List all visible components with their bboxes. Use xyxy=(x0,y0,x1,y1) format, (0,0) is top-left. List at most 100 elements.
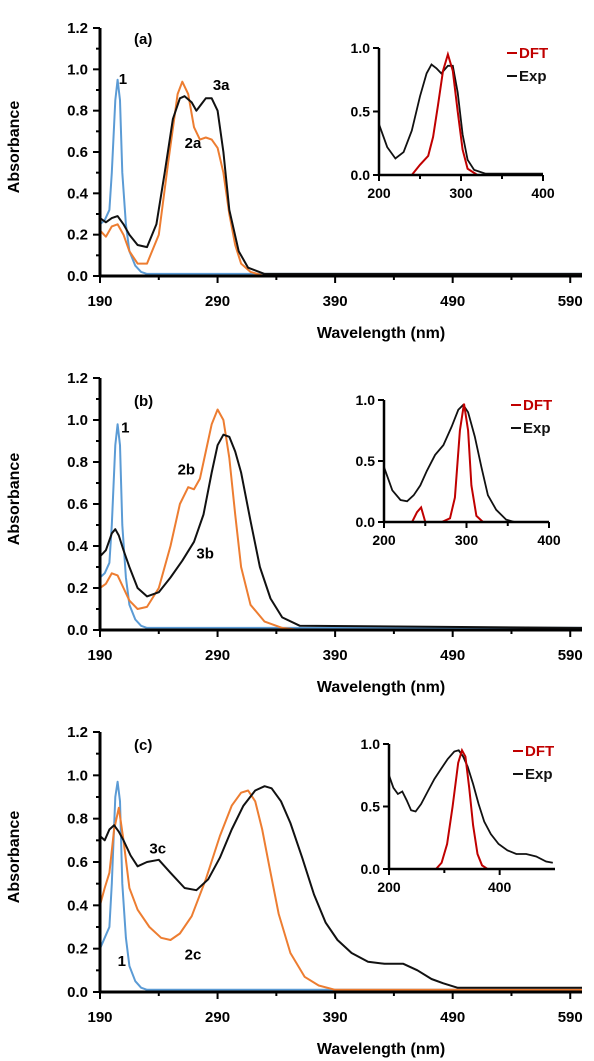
y-tick-label: 0.2 xyxy=(67,227,88,244)
x-axis-label: Wavelength (nm) xyxy=(317,325,445,342)
inset-y-tick-label: 0.0 xyxy=(361,861,381,877)
series-label-2b: 2b xyxy=(178,462,196,479)
panel-b: 1 2b 3b 0.0 0.2 0.4 0.6 0.8 1.0 1.2 190 290 390 490 59… xyxy=(6,370,583,696)
inset-x-tick-label: 300 xyxy=(455,532,479,548)
x-tick-label: 590 xyxy=(558,647,583,664)
y-tick-label: 1.0 xyxy=(67,412,88,429)
inset-x-tick-label: 400 xyxy=(537,532,561,548)
x-tick-label: 590 xyxy=(558,293,583,310)
x-tick-label: 290 xyxy=(205,293,230,310)
x-axis-label: Wavelength (nm) xyxy=(317,1041,445,1058)
x-tick-label: 290 xyxy=(205,1009,230,1026)
series-line-1 xyxy=(99,423,582,629)
legend-label-dft: DFT xyxy=(523,397,552,414)
inset-dft-line xyxy=(379,50,543,176)
y-tick-label: 0.6 xyxy=(67,144,88,161)
y-tick-label: 1.2 xyxy=(67,724,88,741)
x-tick-label: 190 xyxy=(87,647,112,664)
x-tick-label: 390 xyxy=(323,647,348,664)
y-tick-label: 0.0 xyxy=(67,622,88,639)
legend-label-exp: Exp xyxy=(525,766,553,783)
inset-exp-line xyxy=(388,749,553,864)
series-line-1 xyxy=(99,78,582,275)
series-line-1 xyxy=(99,780,582,991)
x-tick-label: 490 xyxy=(440,293,465,310)
y-tick-label: 0.2 xyxy=(67,580,88,597)
x-tick-label: 590 xyxy=(558,1009,583,1026)
inset-chart: 0.0 0.5 1.0 200 300 400 DFT Exp xyxy=(351,40,555,201)
inset-x-tick-label: 400 xyxy=(531,185,555,201)
inset-y-tick-label: 0.5 xyxy=(351,104,371,120)
x-tick-label: 490 xyxy=(440,647,465,664)
x-tick-label: 190 xyxy=(87,1009,112,1026)
series-label-1: 1 xyxy=(118,953,126,970)
inset-y-tick-label: 1.0 xyxy=(361,736,381,752)
inset-x-tick-label: 200 xyxy=(377,879,401,895)
inset-exp-line xyxy=(383,403,515,523)
series-label-3c: 3c xyxy=(149,840,166,857)
series-label-1: 1 xyxy=(119,71,127,88)
y-tick-label: 0.6 xyxy=(67,854,88,871)
series-label-2a: 2a xyxy=(185,135,202,152)
inset-y-tick-label: 0.0 xyxy=(356,514,376,530)
panel-label: (b) xyxy=(134,393,153,410)
inset-chart: 0.0 0.5 1.0 200 400 DFT Exp xyxy=(361,736,555,895)
x-tick-label: 490 xyxy=(440,1009,465,1026)
y-tick-label: 1.2 xyxy=(67,370,88,387)
panel-a: 1 2a 3a 0.0 0.2 0.4 0.6 0.8 1.0 1.2 190 290 390 490 59… xyxy=(6,20,583,342)
y-tick-label: 1.2 xyxy=(67,20,88,37)
series-line-2b xyxy=(99,408,582,631)
x-tick-label: 390 xyxy=(323,1009,348,1026)
y-tick-label: 0.8 xyxy=(67,103,88,120)
y-tick-label: 0.0 xyxy=(67,984,88,1001)
inset-x-tick-label: 400 xyxy=(488,879,512,895)
y-tick-label: 0.6 xyxy=(67,496,88,513)
inset-y-tick-label: 0.5 xyxy=(356,453,376,469)
series-label-2c: 2c xyxy=(185,947,202,964)
legend-label-dft: DFT xyxy=(525,743,554,760)
x-axis-label: Wavelength (nm) xyxy=(317,679,445,696)
x-tick-label: 390 xyxy=(323,293,348,310)
inset-x-tick-label: 300 xyxy=(449,185,473,201)
y-tick-label: 0.8 xyxy=(67,454,88,471)
inset-dft-line xyxy=(384,403,549,523)
series-label-3b: 3b xyxy=(196,546,214,563)
inset-legend: DFT Exp xyxy=(511,397,552,437)
inset-chart: 0.0 0.5 1.0 200 300 400 DFT Exp xyxy=(356,392,561,548)
y-tick-label: 0.0 xyxy=(67,268,88,285)
x-tick-label: 290 xyxy=(205,647,230,664)
y-axis-label: Absorbance xyxy=(6,453,23,546)
series-line-3b xyxy=(99,433,583,629)
series-line-2a xyxy=(99,80,582,277)
series-line-2c xyxy=(99,789,582,991)
panel-label: (a) xyxy=(134,31,152,48)
y-tick-label: 1.0 xyxy=(67,767,88,784)
y-axis-label: Absorbance xyxy=(6,101,23,194)
inset-y-tick-label: 1.0 xyxy=(351,40,371,56)
series-label-1: 1 xyxy=(121,420,129,437)
panel-label: (c) xyxy=(134,737,152,754)
y-tick-label: 0.2 xyxy=(67,941,88,958)
inset-x-tick-label: 200 xyxy=(372,532,396,548)
panel-c: 1 2c 3c 0.0 0.2 0.4 0.6 0.8 1.0 1.2 190 290 390 490 59… xyxy=(6,724,583,1058)
inset-y-tick-label: 0.0 xyxy=(351,167,371,183)
y-tick-label: 0.4 xyxy=(67,538,89,555)
inset-legend: DFT Exp xyxy=(507,45,548,85)
series-line-3a xyxy=(99,95,582,275)
y-tick-label: 0.4 xyxy=(67,897,89,914)
inset-legend: DFT Exp xyxy=(513,743,554,783)
legend-label-exp: Exp xyxy=(519,68,547,85)
inset-y-tick-label: 0.5 xyxy=(361,799,381,815)
y-tick-label: 1.0 xyxy=(67,61,88,78)
series-line-3c xyxy=(99,785,582,989)
series-label-3a: 3a xyxy=(213,77,230,94)
inset-exp-line xyxy=(378,63,543,175)
x-tick-label: 190 xyxy=(87,293,112,310)
legend-label-dft: DFT xyxy=(519,45,548,62)
inset-y-tick-label: 1.0 xyxy=(356,392,376,408)
y-tick-label: 0.8 xyxy=(67,811,88,828)
y-axis-label: Absorbance xyxy=(6,811,23,904)
y-tick-label: 0.4 xyxy=(67,185,89,202)
inset-x-tick-label: 200 xyxy=(367,185,391,201)
